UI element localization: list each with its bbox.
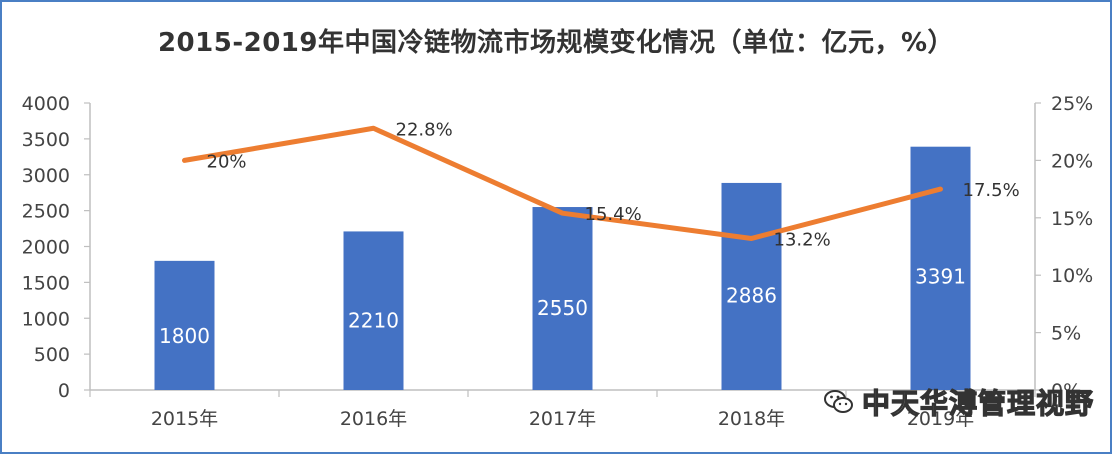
wechat-icon (824, 390, 853, 413)
bar-data-label: 1800 (159, 324, 210, 348)
bar-data-label: 3391 (915, 264, 966, 288)
bar-data-label: 2550 (537, 296, 588, 320)
left-tick-label: 3500 (22, 129, 70, 151)
left-tick-label: 500 (34, 344, 70, 366)
right-tick-label: 15% (1051, 208, 1093, 230)
left-tick-label: 1000 (22, 308, 70, 330)
chart-title: 2015-2019年中国冷链物流市场规模变化情况（单位：亿元，%） (157, 28, 955, 58)
left-tick-label: 2000 (22, 237, 70, 259)
x-tick-label: 2019年 (907, 408, 974, 430)
watermark: 中天华溥管理视野 (822, 382, 1094, 422)
line-point (371, 126, 376, 131)
bar (343, 231, 404, 390)
left-tick-label: 3000 (22, 165, 70, 187)
watermark-text: 中天华溥管理视野 (861, 386, 1095, 420)
line-data-label: 13.2% (774, 229, 831, 250)
line-point (182, 158, 187, 163)
line-point (749, 236, 754, 241)
bar-data-label: 2210 (348, 309, 399, 333)
right-tick-label: 20% (1051, 150, 1093, 172)
bar (721, 182, 782, 390)
left-tick-label: 1500 (22, 272, 70, 294)
right-tick-label: 0% (1051, 380, 1081, 402)
x-tick-label: 2015年 (151, 408, 218, 430)
left-tick-label: 4000 (22, 93, 70, 115)
line-point (560, 211, 565, 216)
line-data-label: 22.8% (396, 119, 453, 140)
x-tick-label: 2016年 (340, 408, 407, 430)
left-tick-label: 2500 (22, 201, 70, 223)
left-tick-label: 0 (58, 380, 70, 402)
right-tick-label: 25% (1051, 93, 1093, 115)
bar (532, 207, 593, 390)
line-point (938, 187, 943, 192)
line-data-label: 15.4% (585, 204, 642, 225)
x-tick-label: 2018年 (718, 408, 785, 430)
bar-data-label: 2886 (726, 283, 777, 307)
bar (154, 260, 215, 390)
line-data-label: 20% (207, 151, 247, 172)
right-tick-label: 5% (1051, 323, 1081, 345)
line-data-label: 17.5% (963, 180, 1020, 201)
right-tick-label: 10% (1051, 265, 1093, 287)
x-tick-label: 2017年 (529, 408, 596, 430)
